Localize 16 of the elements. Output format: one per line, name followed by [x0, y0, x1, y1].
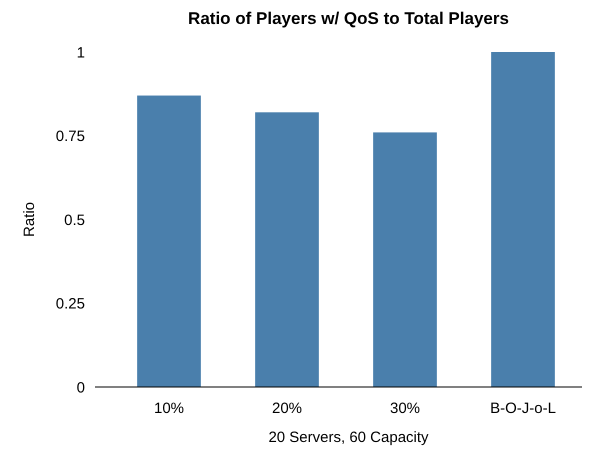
chart-title: Ratio of Players w/ QoS to Total Players [188, 9, 509, 28]
bar [137, 96, 201, 387]
y-tick-label: 0.25 [56, 296, 85, 312]
x-tick-label: 20% [272, 400, 302, 417]
y-tick-label: 0 [76, 379, 85, 396]
x-tick-label: 30% [390, 400, 420, 417]
bar [255, 112, 319, 387]
bar [491, 52, 555, 387]
x-tick-label: 10% [154, 400, 184, 417]
bar [373, 132, 437, 387]
y-tick-label: 1 [76, 44, 85, 62]
y-tick-label: 0.5 [64, 212, 85, 229]
y-tick-label: 0.75 [56, 128, 85, 145]
y-axis-title: Ratio [21, 202, 38, 238]
x-axis-title: 20 Servers, 60 Capacity [268, 429, 430, 446]
x-tick-label: B-O-J-o-L [490, 400, 556, 417]
